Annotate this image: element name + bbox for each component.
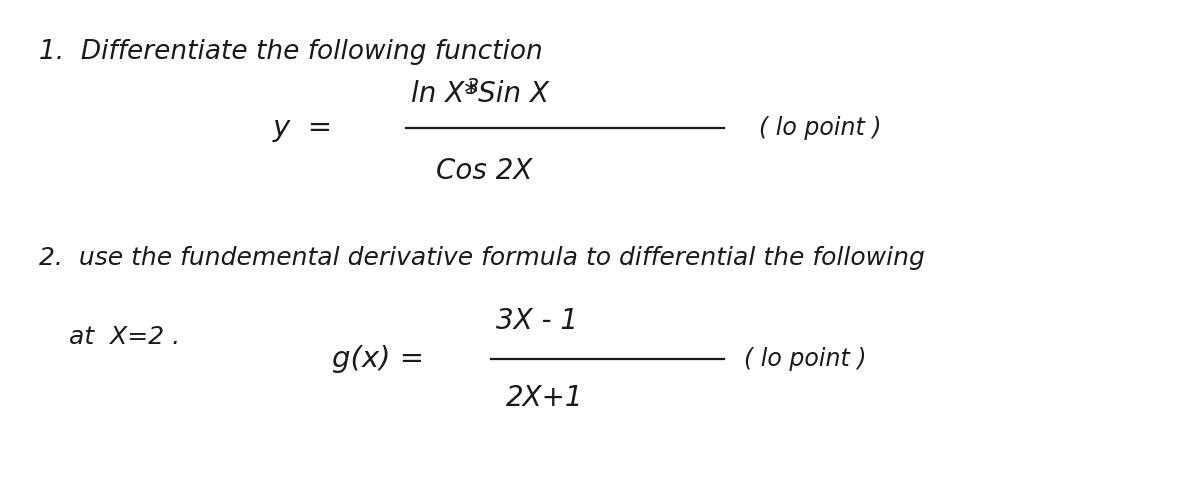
Text: ln X*Sin X: ln X*Sin X [412,80,550,108]
Text: ( lo point ): ( lo point ) [744,348,866,372]
Text: 3X - 1: 3X - 1 [496,307,577,335]
Text: ( lo point ): ( lo point ) [758,116,881,139]
Text: g(x) =: g(x) = [332,346,424,374]
Text: 2X+1: 2X+1 [505,384,583,412]
Text: 3: 3 [466,78,479,98]
Text: at  X=2 .: at X=2 . [68,325,180,349]
Text: y  =: y = [272,114,332,142]
Text: 1.  Differentiate the following function: 1. Differentiate the following function [38,39,542,65]
Text: Cos 2X: Cos 2X [436,157,533,185]
Text: 2.  use the fundemental derivative formula to differential the following: 2. use the fundemental derivative formul… [38,246,925,270]
